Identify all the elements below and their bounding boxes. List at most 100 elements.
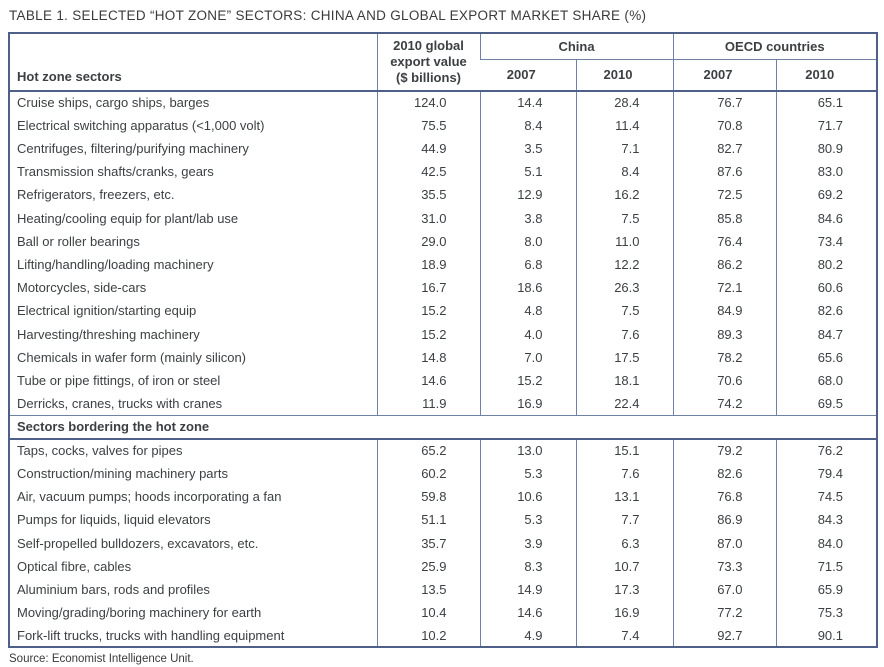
sector-name-cell: Construction/mining machinery parts [17, 465, 228, 481]
value-cell: 59.8 [376, 485, 480, 509]
value-cell: 3.5 [479, 136, 576, 161]
table-row: Aluminium bars, rods and profiles 13.5 14.… [9, 577, 877, 602]
table-row: Pumps for liquids, liquid elevators 51.1 5… [9, 508, 877, 532]
value-cell: 14.8 [376, 345, 480, 369]
value-cell: 15.2 [376, 299, 480, 323]
value-cell: 90.1 [775, 624, 877, 648]
value-cell: 65.2 [376, 438, 480, 462]
sector-name-cell: Heating/cooling equip for plant/lab use [17, 210, 239, 226]
header-oecd-2007: 2007 [672, 59, 776, 92]
value-cell: 51.1 [376, 508, 480, 532]
table-row: Tube or pipe fittings, of iron or steel 1… [9, 368, 877, 393]
value-cell: 76.7 [672, 90, 776, 114]
value-cell: 6.3 [575, 531, 673, 555]
table-row: Optical fibre, cables 25.9 8.3 10.7 73.3 71.5 [9, 554, 877, 578]
value-cell: 7.7 [575, 508, 673, 532]
value-cell: 3.9 [479, 531, 576, 555]
value-cell: 12.2 [575, 252, 673, 277]
sector-name-cell: Transmission shafts/cranks, gears [17, 164, 214, 180]
value-cell: 78.2 [672, 345, 776, 369]
sector-name-cell: Electrical switching apparatus (<1,000 v… [17, 117, 265, 133]
value-cell: 13.1 [575, 485, 673, 509]
value-cell: 77.2 [672, 601, 776, 625]
sector-name-cell: Derricks, cranes, trucks with cranes [17, 395, 223, 411]
sector-name-cell: Refrigerators, freezers, etc. [17, 187, 175, 203]
header-china-2007: 2007 [480, 59, 576, 92]
value-cell: 25.9 [376, 554, 480, 578]
value-cell: 69.2 [775, 183, 877, 207]
value-cell: 13.5 [376, 577, 480, 602]
value-cell: 87.0 [672, 531, 776, 555]
sector-name-cell: Aluminium bars, rods and profiles [17, 581, 210, 597]
value-cell: 35.7 [376, 531, 480, 555]
sector-name-cell: Optical fibre, cables [17, 558, 132, 574]
value-cell: 92.7 [672, 624, 776, 648]
value-cell: 22.4 [575, 392, 673, 416]
value-cell: 86.9 [672, 508, 776, 532]
value-cell: 18.9 [376, 252, 480, 277]
table-row: Ball or roller bearings 29.0 8.0 11.0 76.4 73… [9, 229, 877, 253]
value-cell: 70.8 [672, 113, 776, 137]
value-cell: 7.4 [575, 624, 673, 648]
value-cell: 82.6 [775, 299, 877, 323]
value-cell: 10.7 [575, 554, 673, 578]
bordering-rows: Taps, cocks, valves for pipes 65.2 13.0 15.… [9, 438, 877, 648]
table-row: Centrifuges, filtering/purifying machine… [9, 136, 877, 161]
value-cell: 7.1 [575, 136, 673, 161]
value-cell: 79.4 [775, 461, 877, 486]
value-cell: 5.1 [479, 160, 576, 184]
value-cell: 72.5 [672, 183, 776, 207]
table-row: Refrigerators, freezers, etc. 35.5 12.9 16.… [9, 183, 877, 207]
value-cell: 31.0 [376, 206, 480, 230]
value-cell: 17.3 [575, 577, 673, 602]
value-cell: 6.8 [479, 252, 576, 277]
value-cell: 84.7 [775, 322, 877, 346]
value-cell: 67.0 [672, 577, 776, 602]
header-export-value: 2010 global export value ($ billions) [376, 33, 480, 92]
sector-name-cell: Motorcycles, side-cars [17, 280, 147, 296]
value-cell: 80.2 [775, 252, 877, 277]
table-row: Construction/mining machinery parts 60.2 5… [9, 461, 877, 486]
sector-name-cell: Cruise ships, cargo ships, barges [17, 95, 210, 111]
table-row: Electrical switching apparatus (<1,000 v… [9, 113, 877, 137]
table-header: Hot zone sectors 2010 global export valu… [9, 33, 877, 92]
value-cell: 89.3 [672, 322, 776, 346]
value-cell: 29.0 [376, 229, 480, 253]
value-cell: 12.9 [479, 183, 576, 207]
value-cell: 18.1 [575, 368, 673, 393]
value-cell: 75.5 [376, 113, 480, 137]
value-cell: 84.3 [775, 508, 877, 532]
value-cell: 42.5 [376, 160, 480, 184]
value-cell: 16.9 [479, 392, 576, 416]
value-cell: 14.6 [479, 601, 576, 625]
sector-name-cell: Ball or roller bearings [17, 233, 140, 249]
value-cell: 65.9 [775, 577, 877, 602]
value-cell: 71.7 [775, 113, 877, 137]
value-cell: 10.6 [479, 485, 576, 509]
value-cell: 15.2 [376, 322, 480, 346]
value-cell: 71.5 [775, 554, 877, 578]
value-cell: 17.5 [575, 345, 673, 369]
sector-name-cell: Centrifuges, filtering/purifying machine… [17, 141, 249, 157]
value-cell: 124.0 [376, 90, 480, 114]
value-cell: 73.4 [775, 229, 877, 253]
value-cell: 8.3 [479, 554, 576, 578]
source-note: Source: Economist Intelligence Unit. [9, 653, 194, 666]
value-cell: 10.4 [376, 601, 480, 625]
value-cell: 82.7 [672, 136, 776, 161]
header-group-china: China [479, 33, 673, 60]
value-cell: 72.1 [672, 276, 776, 300]
value-cell: 4.9 [479, 624, 576, 648]
value-cell: 14.6 [376, 368, 480, 393]
table-row: Cruise ships, cargo ships, barges 124.0 14… [9, 90, 877, 114]
table-row: Taps, cocks, valves for pipes 65.2 13.0 15.… [9, 438, 877, 462]
value-cell: 7.6 [575, 322, 673, 346]
value-cell: 11.0 [575, 229, 673, 253]
section-header-row: Sectors bordering the hot zone [9, 414, 877, 440]
value-cell: 76.8 [672, 485, 776, 509]
section-divider: Sectors bordering the hot zone [9, 414, 877, 440]
hot-zone-table: Hot zone sectors 2010 global export valu… [8, 32, 878, 649]
value-cell: 80.9 [775, 136, 877, 161]
value-cell: 75.3 [775, 601, 877, 625]
sector-name-cell: Pumps for liquids, liquid elevators [17, 512, 211, 528]
